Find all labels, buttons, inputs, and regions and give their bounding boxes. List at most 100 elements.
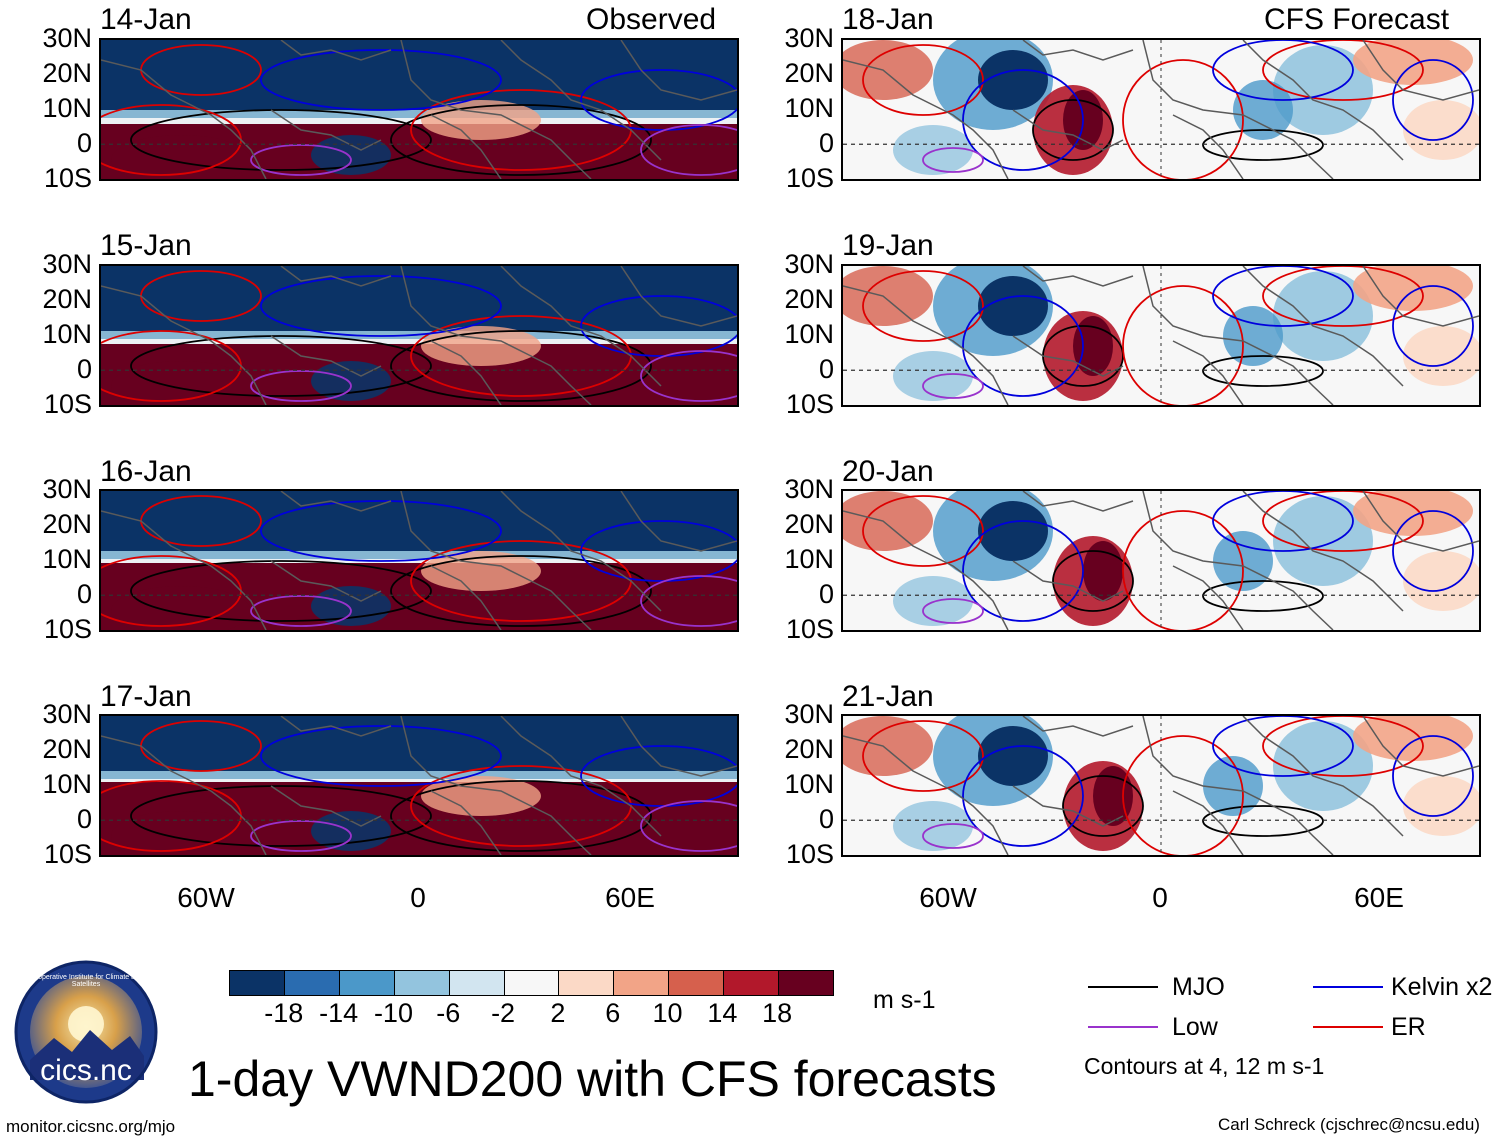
lat-label-right-row2-3: 0	[818, 354, 834, 384]
map-forecast-1	[841, 38, 1481, 181]
legend-line-mjo	[1088, 986, 1158, 988]
lat-label-left-row4-0: 30N	[42, 699, 92, 729]
footer-left: monitor.cicsnc.org/mjo	[6, 1117, 176, 1136]
legend-line-er	[1313, 1026, 1383, 1028]
lat-label-left-row2-0: 30N	[42, 249, 92, 279]
coastlines	[843, 266, 1479, 405]
colorbar-tick-label-0: -18	[264, 998, 304, 1028]
colorbar-tick-label-1: -14	[319, 998, 359, 1028]
lat-label-left-row4-3: 0	[76, 804, 92, 834]
panel-date-observed-1: 14-Jan	[100, 3, 192, 36]
logo-ring-text: Cooperative Institute for Climate and Sa…	[29, 974, 143, 988]
colorbar-swatch-5	[503, 971, 559, 995]
colorbar-swatch-0	[230, 971, 284, 995]
lat-label-left-row4-2: 10N	[42, 769, 92, 799]
coastlines	[843, 716, 1479, 855]
map-observed-3	[99, 489, 739, 632]
lat-label-left-row1-4: 10S	[43, 163, 92, 193]
map-field	[101, 40, 737, 179]
cicsnc-logo: cics.nc Cooperative Institute for Climat…	[14, 960, 158, 1104]
main-title: 1-day VWND200 with CFS forecasts	[188, 1051, 997, 1107]
lat-label-right-row4-0: 30N	[784, 699, 834, 729]
panel-date-forecast-1: 18-Jan	[842, 3, 934, 36]
lat-label-right-row2-0: 30N	[784, 249, 834, 279]
map-observed-1	[99, 38, 739, 181]
cicsnc-logo-icon	[14, 960, 158, 1104]
lat-label-right-row1-3: 0	[818, 128, 834, 158]
map-forecast-4	[841, 714, 1481, 857]
lat-label-left-row2-4: 10S	[43, 389, 92, 419]
coastlines	[101, 491, 737, 630]
observed-header: Observed	[586, 3, 717, 36]
lat-label-right-row1-0: 30N	[784, 23, 834, 53]
map-forecast-3	[841, 489, 1481, 632]
colorbar-swatch-10	[778, 971, 833, 995]
map-field	[101, 491, 737, 630]
legend-label-low: Low	[1172, 1013, 1218, 1041]
lon-label-0-right: 0	[1152, 882, 1168, 913]
lat-label-right-row4-1: 20N	[784, 734, 834, 764]
lat-label-right-row3-4: 10S	[785, 614, 834, 644]
colorbar-swatch-2	[338, 971, 394, 995]
lat-label-right-row3-2: 10N	[784, 544, 834, 574]
lat-label-right-row2-4: 10S	[785, 389, 834, 419]
lat-label-left-row4-4: 10S	[43, 839, 92, 869]
lat-label-left-row1-1: 20N	[42, 58, 92, 88]
legend-label-mjo: MJO	[1172, 973, 1225, 1001]
lat-label-right-row1-2: 10N	[784, 93, 834, 123]
colorbar-tick-label-5: 2	[550, 998, 566, 1028]
colorbar	[229, 970, 834, 996]
colorbar-tick-label-3: -6	[436, 998, 461, 1028]
lat-label-right-row2-2: 10N	[784, 319, 834, 349]
map-observed-2	[99, 264, 739, 407]
lat-label-right-row1-1: 20N	[784, 58, 834, 88]
colorbar-tick-label-4: -2	[491, 998, 516, 1028]
colorbar-unit: m s-1	[873, 986, 936, 1014]
panel-date-forecast-2: 19-Jan	[842, 229, 934, 262]
coastlines	[101, 716, 737, 855]
coastlines	[843, 491, 1479, 630]
lat-label-left-row3-4: 10S	[43, 614, 92, 644]
map-field	[843, 266, 1479, 405]
lat-label-left-row2-1: 20N	[42, 284, 92, 314]
lon-label-60e-right: 60E	[1354, 882, 1404, 913]
logo-text: cics.nc	[40, 1054, 132, 1087]
panel-date-forecast-3: 20-Jan	[842, 455, 934, 488]
lat-label-left-row2-3: 0	[76, 354, 92, 384]
map-field	[843, 40, 1479, 179]
legend-line-low	[1088, 1026, 1158, 1028]
lat-label-left-row1-2: 10N	[42, 93, 92, 123]
colorbar-swatch-4	[448, 971, 504, 995]
lat-label-right-row1-4: 10S	[785, 163, 834, 193]
legend-note: Contours at 4, 12 m s-1	[1084, 1053, 1325, 1079]
lat-label-right-row3-0: 30N	[784, 474, 834, 504]
lon-label-60w-left: 60W	[177, 882, 235, 913]
lat-label-right-row2-1: 20N	[784, 284, 834, 314]
colorbar-tick-label-7: 10	[652, 998, 683, 1028]
lat-label-left-row1-0: 30N	[42, 23, 92, 53]
colorbar-swatch-8	[668, 971, 724, 995]
colorbar-tick-label-6: 6	[605, 998, 621, 1028]
lat-label-left-row3-0: 30N	[42, 474, 92, 504]
map-observed-4	[99, 714, 739, 857]
colorbar-tick-label-9: 18	[762, 998, 793, 1028]
map-field	[843, 491, 1479, 630]
lat-label-left-row2-2: 10N	[42, 319, 92, 349]
coastlines	[843, 40, 1479, 179]
map-field	[843, 716, 1479, 855]
panel-date-observed-3: 16-Jan	[100, 455, 192, 488]
forecast-header: CFS Forecast	[1264, 3, 1450, 36]
lat-label-right-row3-1: 20N	[784, 509, 834, 539]
panel-date-observed-2: 15-Jan	[100, 229, 192, 262]
lat-label-right-row4-2: 10N	[784, 769, 834, 799]
lat-label-left-row4-1: 20N	[42, 734, 92, 764]
lon-label-60w-right: 60W	[919, 882, 977, 913]
coastlines	[101, 40, 737, 179]
legend-line-kelvin	[1313, 986, 1383, 988]
colorbar-swatch-6	[558, 971, 614, 995]
lat-label-left-row1-3: 0	[76, 128, 92, 158]
panel-date-observed-4: 17-Jan	[100, 680, 192, 713]
colorbar-tick-label-8: 14	[707, 998, 738, 1028]
colorbar-swatch-3	[393, 971, 449, 995]
colorbar-tick-label-2: -10	[373, 998, 413, 1028]
